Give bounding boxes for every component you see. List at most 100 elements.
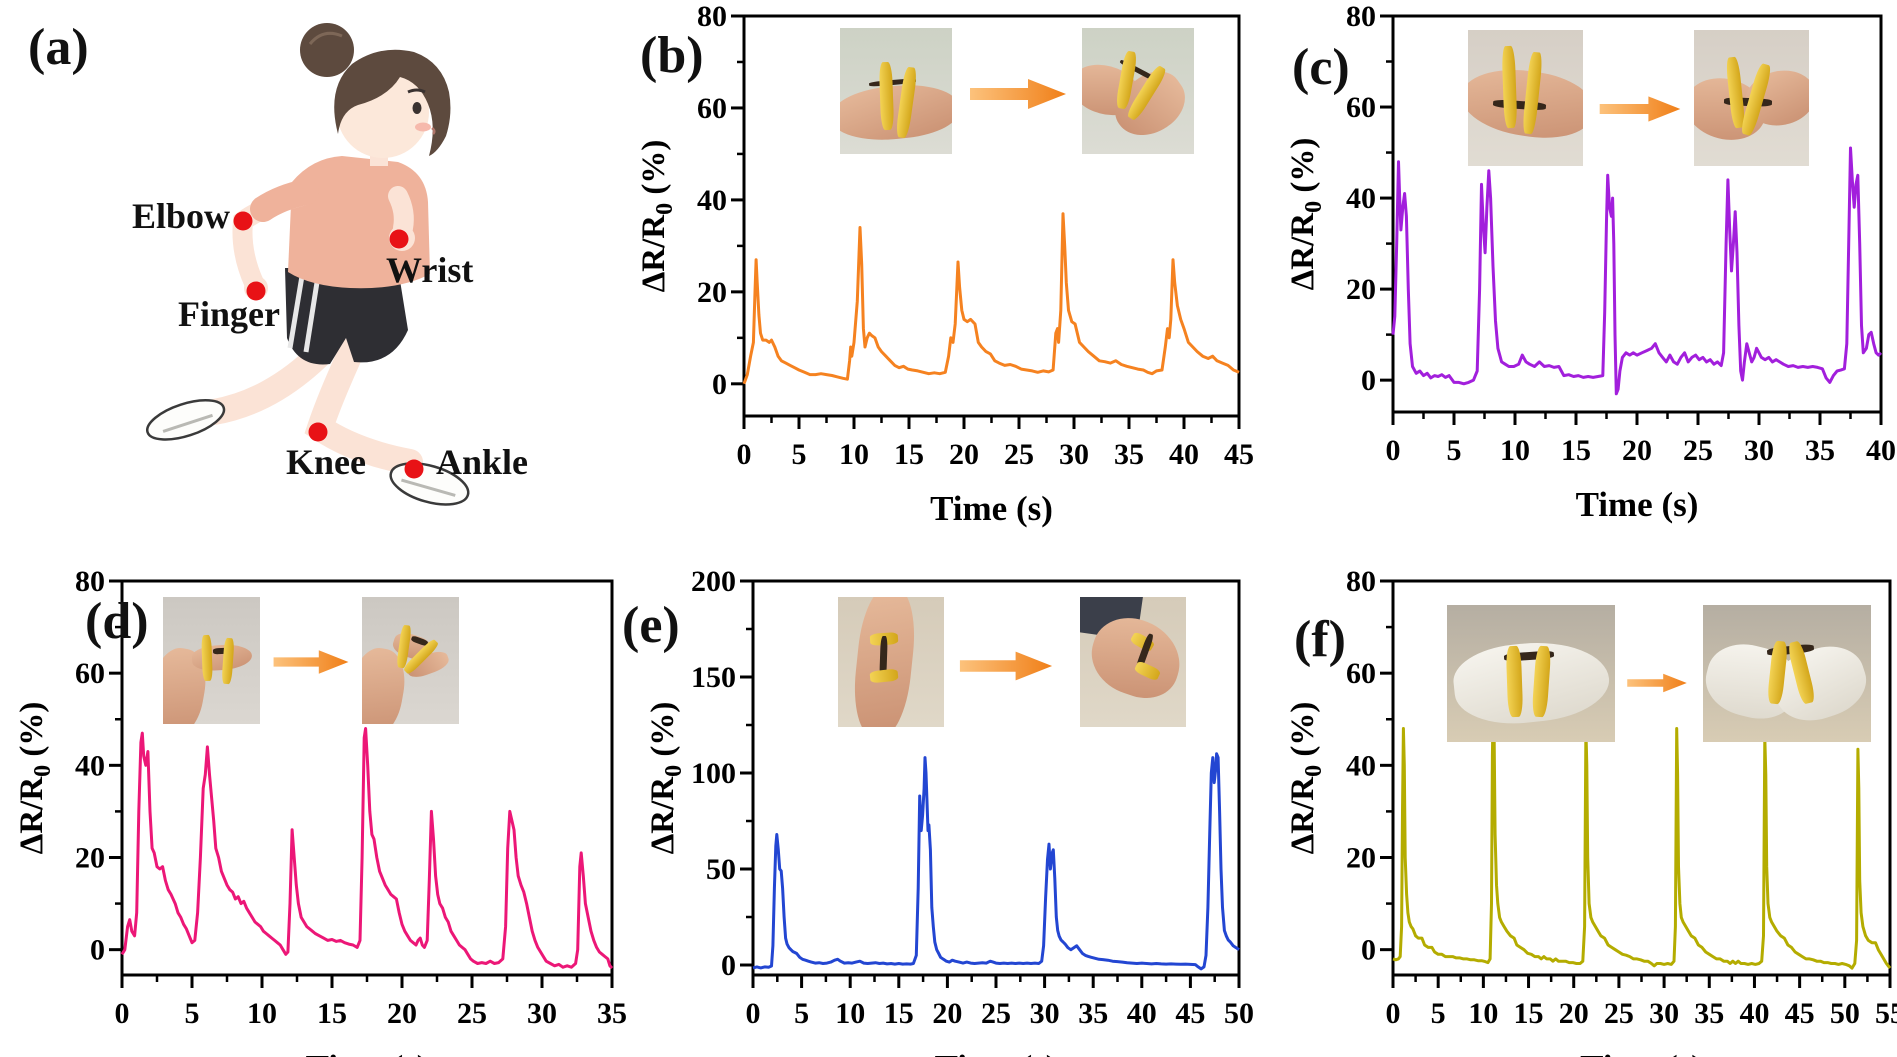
x-tick-label: 15: [1561, 434, 1591, 467]
x-tick-label: 20: [949, 438, 979, 471]
y-tick-label: 0: [721, 949, 736, 982]
x-axis-label: Time (s): [935, 1048, 1058, 1057]
panel-letter: (c): [1292, 39, 1350, 96]
x-tick-label: 35: [1078, 997, 1108, 1030]
x-tick-label: 35: [597, 997, 627, 1030]
mouth: [431, 127, 436, 135]
x-tick-label: 35: [1114, 438, 1144, 471]
y-tick-label: 40: [1346, 749, 1376, 782]
panel-letter: (f): [1294, 611, 1346, 668]
panel-letter: (d): [85, 593, 149, 650]
panel-a-letter: (a): [28, 19, 89, 76]
y-tick-label: 0: [712, 368, 727, 401]
y-tick-label: 80: [75, 565, 105, 598]
wrist-signal-line: [742, 212, 1240, 385]
x-tick-label: 40: [1127, 997, 1157, 1030]
y-tick-label: 100: [691, 757, 736, 790]
x-tick-label: 30: [1744, 434, 1774, 467]
x-tick-label: 25: [1004, 438, 1034, 471]
y-tick-label: 0: [1361, 934, 1376, 967]
x-tick-label: 5: [1447, 434, 1462, 467]
panel-finger-chart: 0 5 10 15 20 25 30 35 0 20 40 60 80 Time (s) ΔR/R0 (%)…: [14, 565, 627, 1057]
left-sleeve: [250, 179, 319, 222]
x-tick-label: 15: [884, 997, 914, 1030]
x-tick-label: 20: [932, 997, 962, 1030]
y-tick-label: 20: [697, 276, 727, 309]
y-tick-label: 0: [1361, 364, 1376, 397]
y-tick-label: 60: [697, 92, 727, 125]
y-tick-label: 20: [75, 841, 105, 874]
label-wrist: Wrist: [386, 250, 474, 290]
x-tick-label: 5: [185, 997, 200, 1030]
x-tick-label: 5: [1431, 997, 1446, 1030]
plot-frame: [1391, 14, 1883, 414]
x-tick-label: 20: [1559, 997, 1589, 1030]
y-tick-label: 0: [90, 934, 105, 967]
x-tick-label: 25: [1683, 434, 1713, 467]
wrist-marker-dot: [389, 229, 409, 249]
x-tick-label: 10: [1468, 997, 1498, 1030]
panel-letter: (e): [622, 597, 680, 654]
x-tick-label: 45: [1785, 997, 1815, 1030]
label-finger: Finger: [178, 294, 280, 334]
x-tick-label: 10: [1500, 434, 1530, 467]
x-tick-label: 45: [1224, 438, 1254, 471]
panel-knee-chart: 05101520253035404550050100150200Time (s)…: [622, 565, 1254, 1057]
y-tick-label: 20: [1346, 273, 1376, 306]
shorts-stripe: [303, 275, 321, 353]
y-axis-label: ΔR/R0 (%): [1285, 702, 1327, 855]
x-tick-label: 0: [115, 997, 130, 1030]
x-tick-label: 10: [839, 438, 869, 471]
x-tick-label: 40: [1866, 434, 1896, 467]
y-tick-label: 50: [706, 853, 736, 886]
x-tick-label: 0: [746, 997, 761, 1030]
elbow-marker-dot: [233, 211, 253, 231]
x-tick-label: 0: [1386, 434, 1401, 467]
x-axis-label: Time (s): [306, 1048, 429, 1057]
y-tick-label: 200: [691, 565, 736, 598]
hair: [334, 49, 451, 156]
y-axis-label: ΔR/R0 (%): [645, 702, 687, 855]
ankle-marker-dot: [404, 459, 424, 479]
x-tick-label: 55: [1875, 997, 1897, 1030]
x-tick-label: 15: [894, 438, 924, 471]
x-tick-label: 30: [1030, 997, 1060, 1030]
label-knee: Knee: [286, 442, 366, 482]
x-tick-label: 5: [792, 438, 807, 471]
y-axis-label: ΔR/R0 (%): [14, 702, 56, 855]
panel-ankle-chart: 0510152025303540455055020406080Time (s)Δ…: [1285, 565, 1897, 1057]
panel-elbow-chart: 0 5 10 15 20 25 30 35 40 0 20 40 60 80 Time (s) ΔR/R0 (…: [1285, 0, 1896, 524]
finger-signal-line: [120, 727, 614, 970]
x-axis-label: Time (s): [1580, 1048, 1703, 1057]
x-tick-label: 25: [457, 997, 487, 1030]
x-tick-label: 30: [1649, 997, 1679, 1030]
x-tick-label: 25: [1604, 997, 1634, 1030]
eye: [412, 102, 422, 114]
x-tick-label: 15: [1514, 997, 1544, 1030]
y-tick-label: 40: [1346, 182, 1376, 215]
y-tick-label: 60: [1346, 657, 1376, 690]
x-tick-label: 30: [527, 997, 557, 1030]
panel-wrist-chart: 0 5 10 15 20 25 30 35 40 45 0 20 40 60 80 Time (s) ΔR/R0…: [636, 0, 1254, 528]
label-ankle: Ankle: [436, 442, 529, 482]
x-tick-label: 50: [1224, 997, 1254, 1030]
back-shoe: [146, 399, 226, 441]
x-tick-label: 30: [1059, 438, 1089, 471]
finger-marker-dot: [246, 281, 266, 301]
x-tick-label: 25: [981, 997, 1011, 1030]
x-tick-label: 10: [247, 997, 277, 1030]
shorts-stripe: [287, 275, 305, 349]
x-tick-label: 35: [1805, 434, 1835, 467]
x-tick-label: 40: [1169, 438, 1199, 471]
hair-bun-highlight: [308, 31, 343, 45]
x-tick-label: 20: [387, 997, 417, 1030]
plot-frame: [1391, 579, 1892, 977]
x-tick-label: 15: [317, 997, 347, 1030]
x-tick-label: 5: [794, 997, 809, 1030]
knee-marker-dot: [308, 422, 328, 442]
x-axis-label: Time (s): [1576, 485, 1699, 524]
x-tick-label: 40: [1739, 997, 1769, 1030]
x-tick-label: 10: [835, 997, 865, 1030]
